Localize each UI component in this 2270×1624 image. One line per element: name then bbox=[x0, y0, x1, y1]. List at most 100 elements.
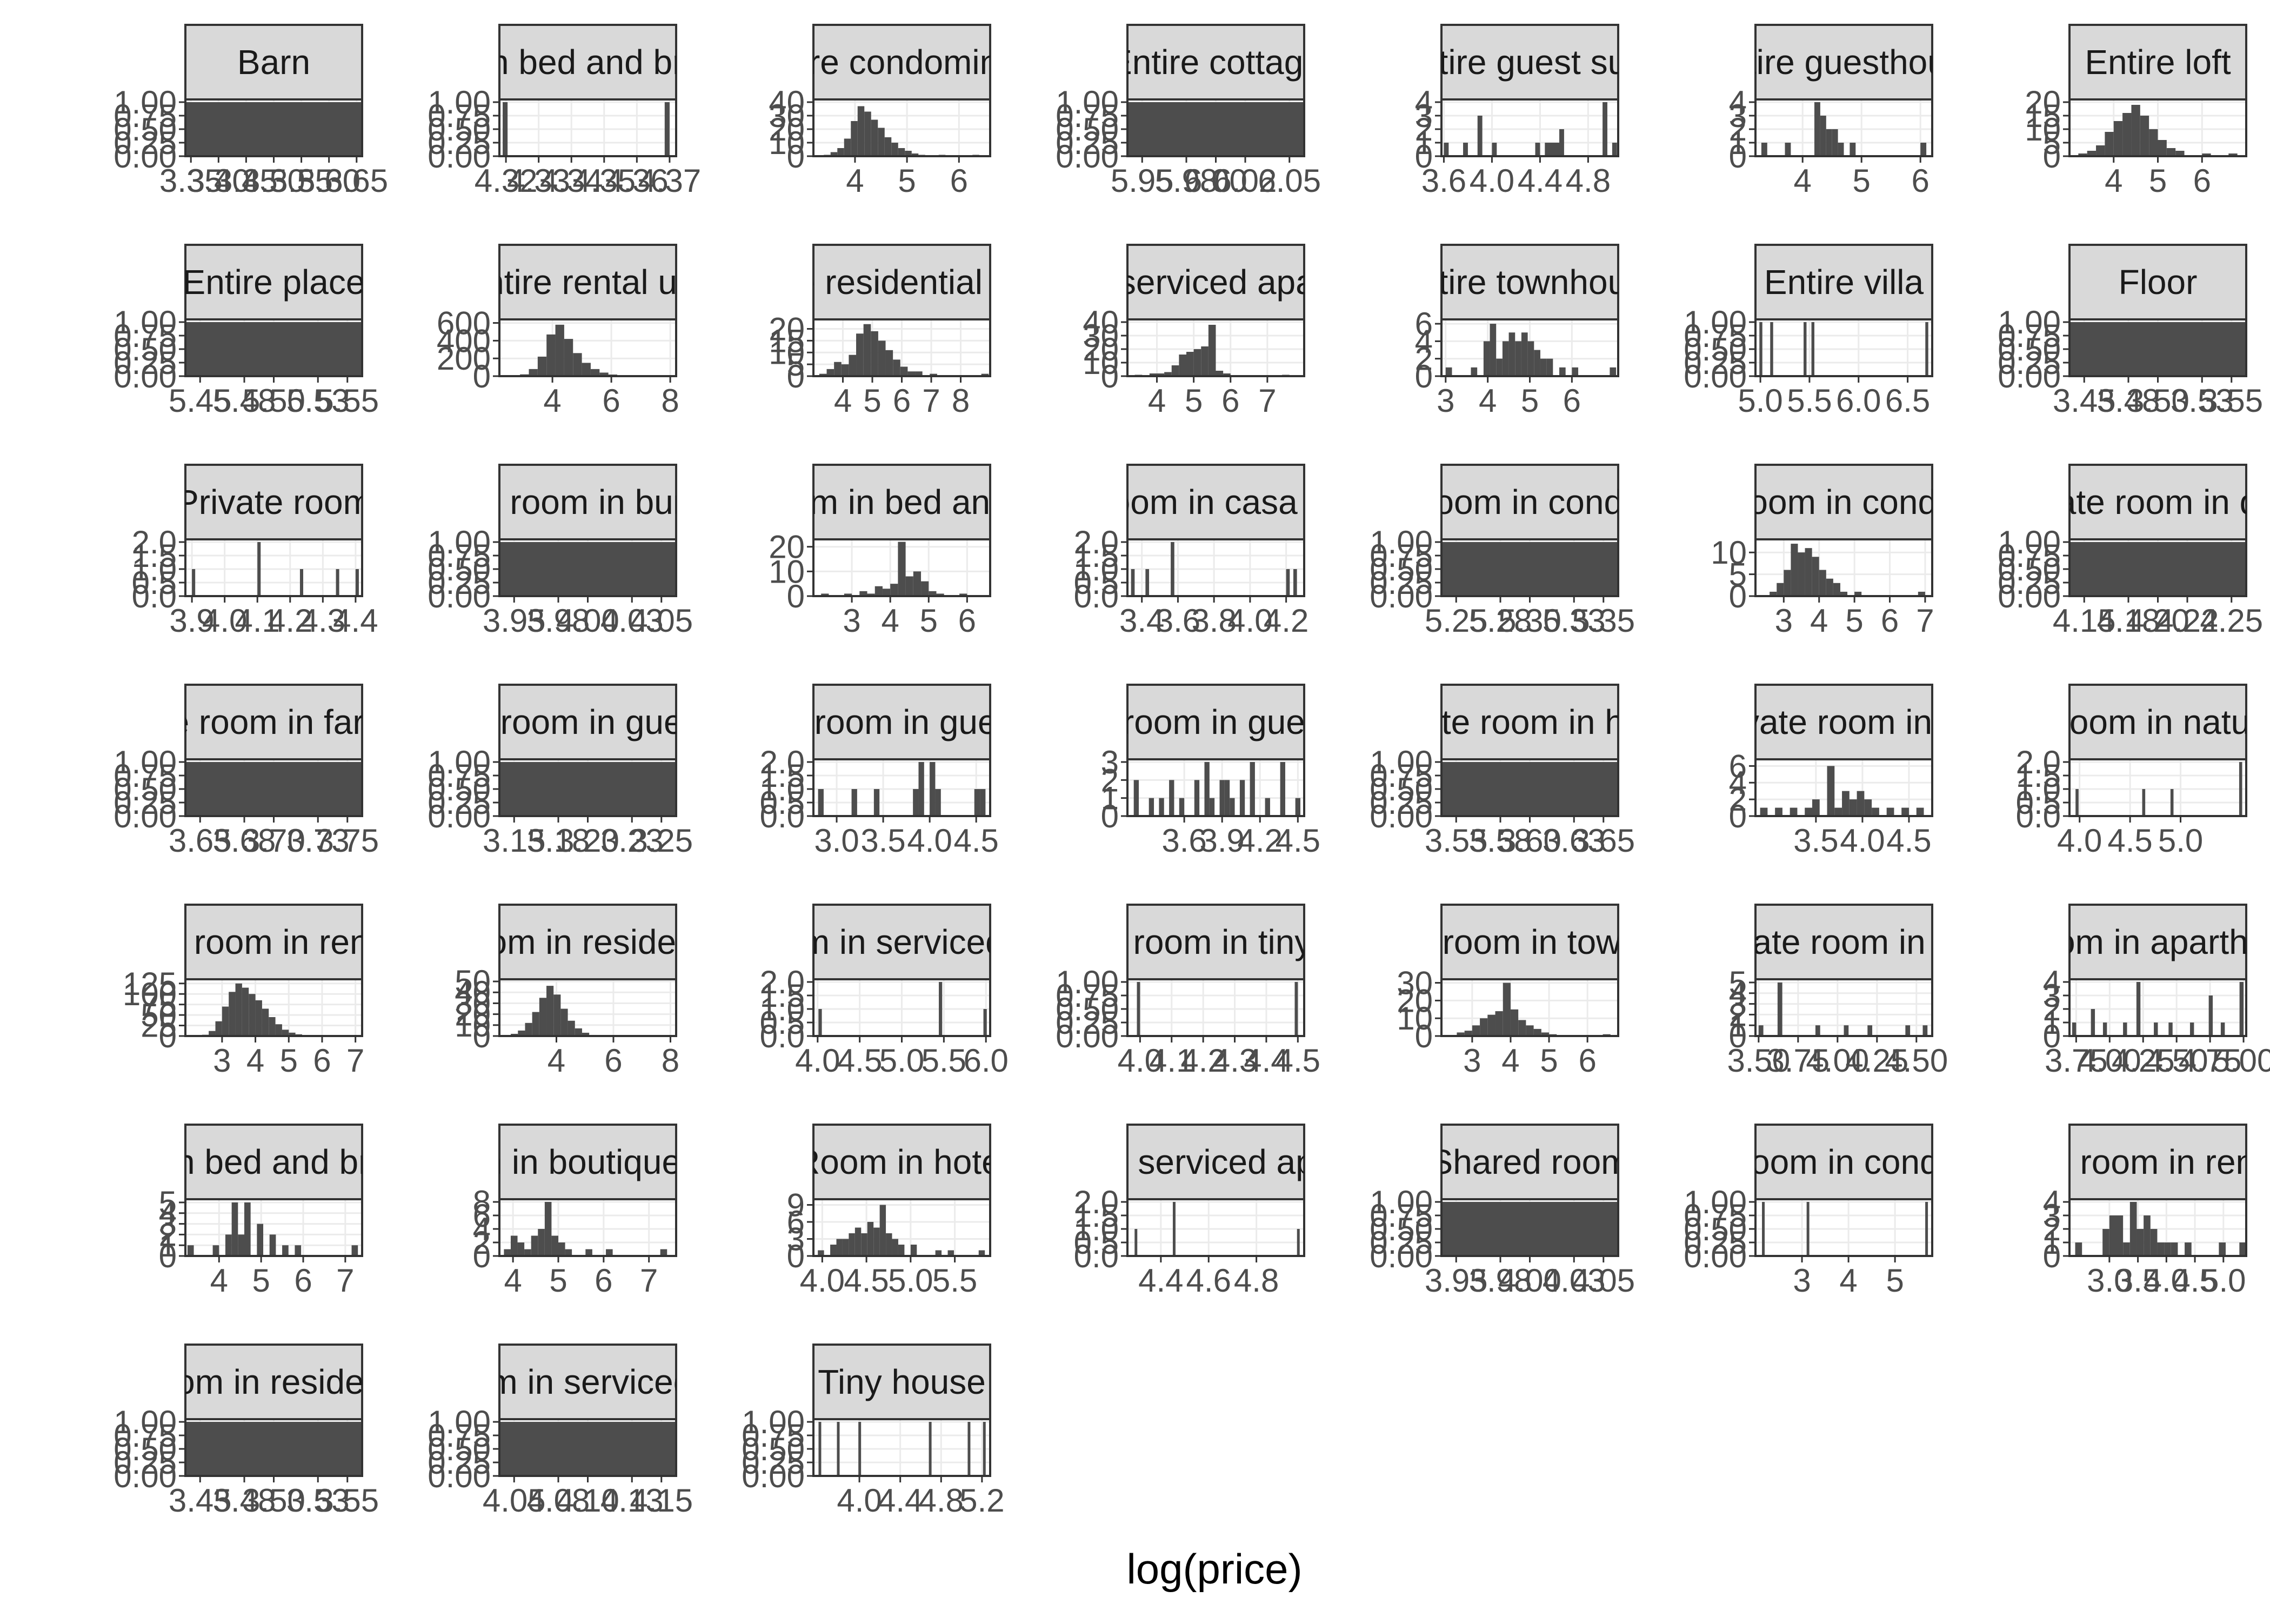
y-axis: 0.00.51.01.52.0 bbox=[1074, 524, 1127, 614]
x-tick-label: 4 bbox=[1479, 383, 1497, 419]
x-axis: 5.955.986.006.026.05 bbox=[1111, 156, 1321, 199]
x-tick-label: 7 bbox=[336, 1262, 354, 1299]
histogram-bar bbox=[1172, 365, 1179, 376]
histogram-bar bbox=[1603, 102, 1607, 156]
histogram-bar bbox=[1572, 367, 1578, 376]
facet-panel: Room in bed and breakfast0.000.250.500.7… bbox=[380, 25, 796, 199]
histogram-bar bbox=[1920, 143, 1926, 156]
y-tick-label: 30 bbox=[1397, 965, 1433, 1001]
histogram-bar bbox=[892, 1239, 898, 1257]
x-tick-label: 4 bbox=[246, 1042, 264, 1079]
histogram-bar bbox=[1528, 341, 1534, 376]
histogram-bar bbox=[856, 333, 864, 376]
x-tick-label: 4.5 bbox=[1886, 823, 1931, 859]
x-axis: 3.153.183.203.233.25 bbox=[483, 816, 693, 859]
y-tick-label: 4 bbox=[1415, 84, 1433, 121]
histogram-bar bbox=[1134, 1229, 1137, 1256]
y-axis: 0.000.250.500.751.00 bbox=[114, 1404, 185, 1494]
x-tick-label: 3 bbox=[1793, 1262, 1811, 1299]
histogram-bar bbox=[878, 340, 886, 376]
histogram-bar bbox=[573, 353, 582, 376]
y-tick-label: 1.00 bbox=[428, 744, 491, 780]
facet-label: Shared room in condominium bbox=[1618, 1142, 2070, 1181]
histogram-bar bbox=[262, 1008, 269, 1036]
y-axis: 0.00.51.01.52.0 bbox=[760, 964, 813, 1054]
histogram-bar bbox=[518, 1242, 525, 1256]
x-tick-label: 4.15 bbox=[630, 1482, 693, 1519]
facet-panel: Entire cottage0.000.250.500.751.005.955.… bbox=[1056, 25, 1323, 199]
histogram-bar bbox=[2102, 1229, 2109, 1256]
histogram-bar bbox=[1286, 569, 1290, 596]
histogram-bar bbox=[665, 102, 670, 156]
x-tick-label: 5 bbox=[1521, 383, 1539, 419]
histogram-bar bbox=[538, 357, 546, 376]
facet-label: Entire condominium bbox=[749, 43, 1055, 82]
facet-panel: Shared room in rental unit012343.03.54.0… bbox=[1959, 1125, 2270, 1299]
histogram-bar bbox=[1503, 341, 1509, 376]
histogram-bar bbox=[1775, 808, 1782, 816]
x-axis: 3.503.754.004.254.50 bbox=[1727, 1036, 1948, 1079]
x-tick-label: 6 bbox=[950, 163, 968, 199]
histogram-bar bbox=[855, 1228, 861, 1257]
histogram-bar bbox=[1487, 1015, 1495, 1036]
x-tick-label: 5.0 bbox=[1738, 383, 1782, 419]
histogram-bar bbox=[564, 339, 573, 376]
histogram-bar bbox=[216, 1021, 222, 1036]
facet-panel: Private room0.00.51.01.52.03.94.04.14.24… bbox=[132, 465, 378, 639]
histogram-bar bbox=[875, 586, 883, 596]
histogram-bar bbox=[818, 789, 824, 816]
histogram-bar bbox=[1826, 579, 1833, 596]
y-tick-label: 5 bbox=[1729, 965, 1747, 1001]
facet-panel: Private room in guest suite0.000.250.500… bbox=[383, 685, 793, 859]
histogram-bar bbox=[2209, 995, 2213, 1036]
histogram-bar bbox=[935, 789, 940, 816]
facet-label: Shared room bbox=[1430, 1142, 1630, 1181]
facet-label: Shared room in serviced apartment bbox=[318, 1362, 858, 1401]
facet-label: Private room in serviced apartment bbox=[633, 923, 1170, 961]
histogram-bar bbox=[1770, 322, 1773, 376]
facet-label: Room in serviced apartment bbox=[999, 1142, 1432, 1181]
histogram-bar bbox=[503, 102, 508, 156]
x-tick-label: 5.5 bbox=[922, 1042, 966, 1079]
y-tick-label: 20 bbox=[2025, 84, 2061, 121]
histogram-bar bbox=[1131, 569, 1135, 596]
histogram-bar bbox=[2190, 1022, 2194, 1036]
x-tick-label: 4.5 bbox=[953, 823, 998, 859]
histogram-bar bbox=[352, 1245, 358, 1256]
histogram-bar bbox=[864, 324, 871, 376]
x-tick-label: 4 bbox=[543, 383, 561, 419]
histogram-bar bbox=[1922, 1025, 1927, 1036]
facet-panel: Shared room0.000.250.500.751.003.953.984… bbox=[1370, 1125, 1635, 1299]
histogram-bar bbox=[1798, 552, 1805, 596]
histogram-bar bbox=[1446, 367, 1452, 376]
y-axis: 0.000.250.500.751.00 bbox=[1684, 304, 1755, 395]
facet-label: Private room in bungalow bbox=[392, 483, 783, 522]
histogram-bar bbox=[1805, 808, 1812, 816]
histogram-bar bbox=[864, 112, 871, 157]
x-tick-label: 5 bbox=[898, 163, 916, 199]
histogram-bar bbox=[1296, 798, 1300, 816]
histogram-bar bbox=[2122, 113, 2131, 156]
histogram-bar bbox=[1785, 143, 1791, 156]
x-tick-label: 6 bbox=[1912, 163, 1929, 199]
histogram-bar bbox=[1179, 355, 1186, 376]
histogram-bar bbox=[1804, 322, 1806, 376]
facet-label: Private room in guest suite bbox=[383, 703, 793, 741]
facet-panel: Private room in guest suite0.00.51.01.52… bbox=[697, 685, 1107, 859]
histogram-bar bbox=[1490, 324, 1497, 376]
facet-label: Private room in bed and breakfast bbox=[642, 483, 1161, 522]
x-tick-label: 4.0 bbox=[1840, 823, 1885, 859]
histogram-bar bbox=[276, 1024, 282, 1036]
y-axis: 0.000.250.500.751.00 bbox=[114, 744, 185, 834]
